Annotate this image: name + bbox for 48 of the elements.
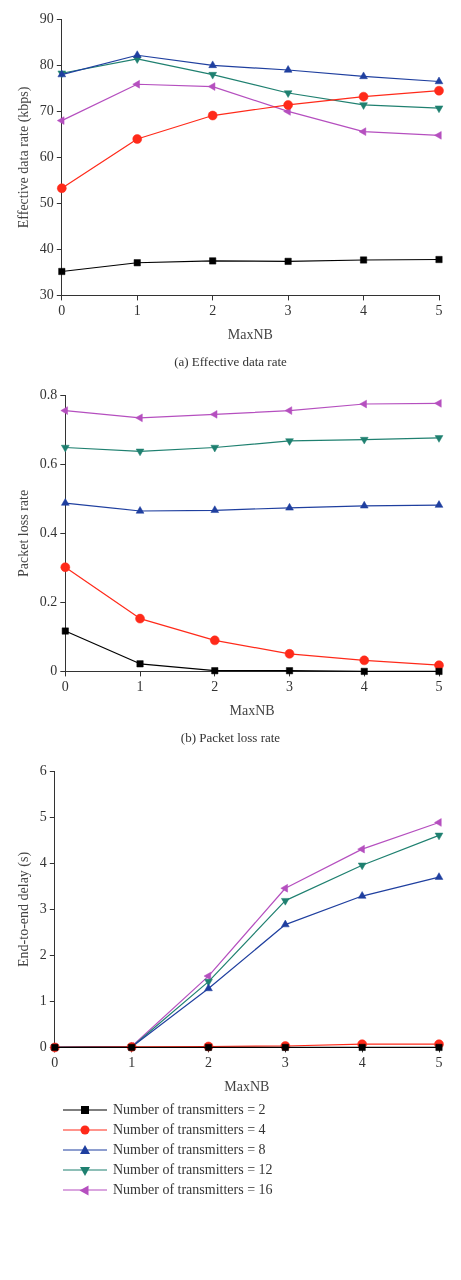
x-tick-label: 5 <box>435 303 443 319</box>
y-tick-label: 1 <box>39 993 47 1009</box>
y-tick-label: 5 <box>39 809 47 825</box>
x-tick-label: 2 <box>209 303 217 319</box>
x-tick-label: 0 <box>61 679 69 695</box>
y-axis-title: Effective data rate (kbps) <box>16 86 33 229</box>
y-tick-label: 2 <box>39 947 47 963</box>
x-tick-label: 3 <box>281 1055 289 1071</box>
x-tick-label: 2 <box>204 1055 212 1071</box>
legend-label: Number of transmitters = 12 <box>113 1162 273 1178</box>
x-tick-label: 1 <box>133 303 141 319</box>
y-tick-label: 0.2 <box>39 594 58 610</box>
y-tick-label: 0 <box>50 663 58 679</box>
legend-label: Number of transmitters = 8 <box>113 1142 266 1158</box>
x-tick-label: 4 <box>358 1055 366 1071</box>
x-tick-label: 3 <box>286 679 294 695</box>
x-tick-label: 3 <box>284 303 292 319</box>
y-tick-label: 40 <box>39 241 54 257</box>
x-tick-label: 2 <box>211 679 219 695</box>
text: (b) Packet loss rate <box>179 730 282 746</box>
y-axis-title: End-to-end delay (s) <box>16 851 33 967</box>
y-axis-title: Packet loss rate <box>16 489 32 577</box>
y-tick-label: 0.4 <box>39 525 58 541</box>
x-axis-title: MaxNB <box>229 703 275 719</box>
legend-label: Number of transmitters = 2 <box>113 1102 266 1118</box>
y-tick-label: 4 <box>39 855 47 871</box>
y-tick-label: 0.8 <box>39 387 58 403</box>
y-tick-label: 0 <box>39 1039 47 1055</box>
legend-label: Number of transmitters = 16 <box>113 1182 273 1198</box>
y-tick-label: 30 <box>39 287 54 303</box>
legend-label: Number of transmitters = 4 <box>113 1122 266 1138</box>
y-tick-label: 3 <box>39 901 47 917</box>
y-tick-label: 50 <box>39 195 54 211</box>
x-tick-label: 4 <box>360 303 368 319</box>
y-tick-label: 80 <box>39 57 54 73</box>
x-tick-label: 4 <box>360 679 368 695</box>
x-tick-label: 1 <box>128 1055 136 1071</box>
y-tick-label: 70 <box>39 103 54 119</box>
x-axis-title: MaxNB <box>224 1079 270 1095</box>
y-tick-label: 90 <box>39 11 54 27</box>
x-tick-label: 5 <box>435 679 443 695</box>
text: (a) Effective data rate <box>173 354 288 370</box>
y-tick-label: 60 <box>39 149 54 165</box>
x-tick-label: 5 <box>435 1055 443 1071</box>
y-tick-label: 0.6 <box>39 456 58 472</box>
y-tick-label: 6 <box>39 763 47 779</box>
x-axis-title: MaxNB <box>227 327 273 343</box>
x-tick-label: 1 <box>136 679 144 695</box>
